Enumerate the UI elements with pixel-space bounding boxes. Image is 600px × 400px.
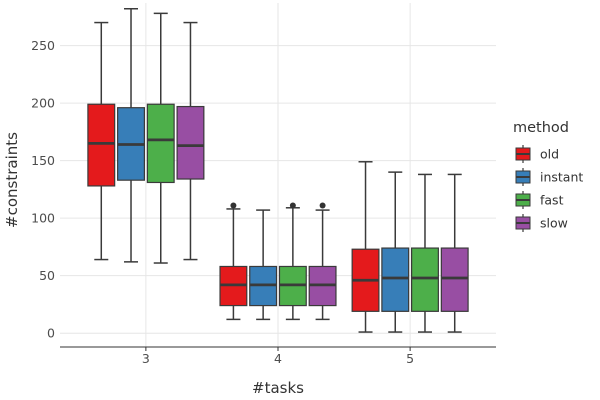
x-axis-title: #tasks — [252, 379, 304, 397]
x-tick-label: 4 — [274, 351, 282, 366]
box-instant-3 — [117, 8, 145, 263]
boxes-layer — [87, 8, 469, 333]
y-tick-label: 150 — [31, 153, 55, 168]
x-tick-label: 5 — [406, 351, 414, 366]
legend-label: fast — [540, 193, 564, 208]
x-tick-label: 3 — [142, 351, 150, 366]
box-old-4 — [219, 202, 248, 321]
y-tick-label: 50 — [39, 268, 55, 283]
legend-label: instant — [540, 170, 583, 185]
legend-item-fast: fast — [515, 191, 564, 209]
legend-label: slow — [540, 216, 568, 231]
box-slow-4 — [308, 202, 337, 321]
outlier-point — [230, 202, 237, 209]
legend-item-instant: instant — [515, 168, 583, 186]
legend-item-slow: slow — [515, 214, 568, 232]
outlier-point — [289, 202, 296, 209]
box-fast-3 — [146, 12, 175, 264]
box-slow-3 — [176, 21, 205, 261]
box-instant-4 — [249, 209, 278, 321]
box-old-5 — [351, 161, 380, 333]
box-fast-5 — [411, 173, 439, 333]
legend-item-old: old — [515, 145, 559, 163]
y-tick-label: 0 — [47, 326, 55, 341]
box-iqr — [146, 103, 175, 184]
legend-items: old instant fast slow — [515, 145, 583, 232]
legend-label: old — [540, 147, 559, 162]
outlier-point — [319, 202, 326, 209]
box-iqr — [176, 105, 205, 180]
box-slow-5 — [440, 173, 469, 333]
box-instant-5 — [381, 171, 410, 333]
box-old-3 — [87, 21, 116, 261]
box-iqr — [87, 103, 116, 187]
y-tick-label: 100 — [31, 211, 55, 226]
y-axis-title: #constraints — [3, 132, 21, 228]
legend: method old instant fast slow — [513, 120, 583, 232]
box-iqr — [381, 247, 410, 312]
y-tick-labels: 0 50 100 150 200 250 — [31, 38, 55, 341]
legend-title: method — [513, 120, 569, 136]
box-iqr — [411, 247, 439, 312]
x-tick-labels: 3 4 5 — [142, 347, 414, 366]
box-fast-4 — [278, 202, 307, 321]
y-tick-label: 250 — [31, 38, 55, 53]
box-iqr — [440, 247, 469, 312]
y-tick-label: 200 — [31, 96, 55, 111]
